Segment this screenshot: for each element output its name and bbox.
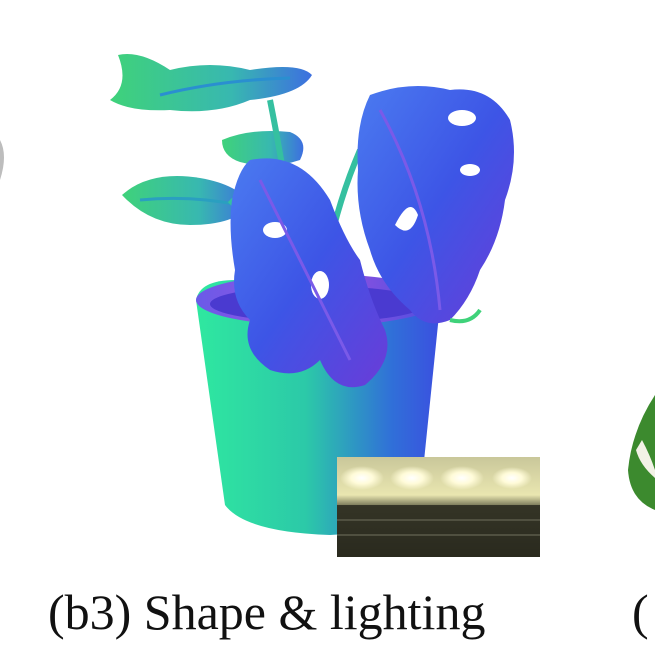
adjacent-panel-edge-left [0,140,4,180]
normal-map-render [0,54,655,557]
figure-caption: (b3) Shape & lighting [48,584,486,640]
leaf-top-left [110,54,312,112]
leaf-large-right [357,86,514,324]
environment-map-inset [337,457,540,557]
next-caption-fragment: ( [632,584,649,640]
leaf-front-left [230,158,388,388]
